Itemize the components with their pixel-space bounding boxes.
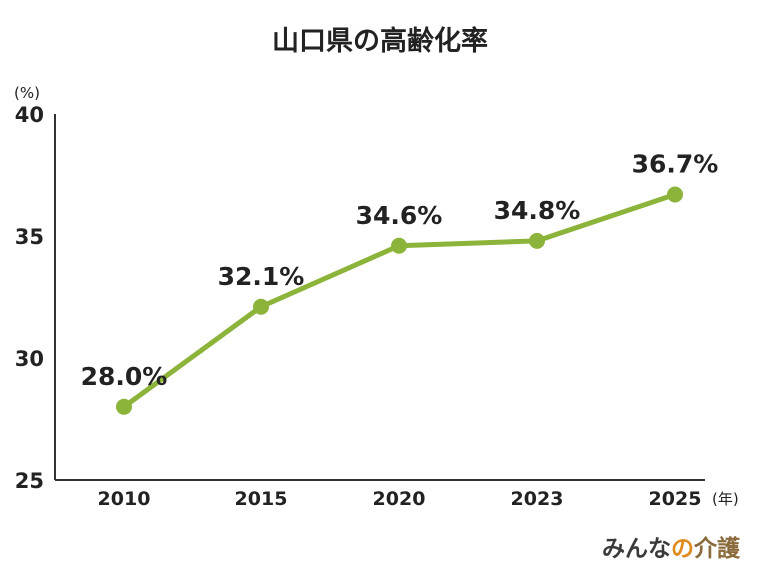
y-tick-label: 35 bbox=[15, 225, 44, 249]
brand-logo-text-2: の bbox=[671, 536, 694, 562]
data-point bbox=[529, 232, 545, 249]
brand-logo-text-1: みんな bbox=[602, 536, 671, 562]
x-tick-label: 2025 bbox=[649, 488, 702, 510]
x-tick-label: 2015 bbox=[235, 488, 288, 510]
x-tick-label: 2023 bbox=[511, 488, 564, 510]
data-label: 34.6% bbox=[356, 201, 443, 230]
y-tick-label: 30 bbox=[15, 347, 44, 371]
data-point bbox=[116, 398, 132, 415]
data-label: 32.1% bbox=[218, 262, 305, 291]
data-label: 28.0% bbox=[81, 362, 168, 391]
x-tick-label: 2010 bbox=[98, 488, 151, 510]
data-labels: 28.0% 32.1% 34.6% 34.8% 36.7% bbox=[81, 150, 719, 391]
data-points bbox=[116, 186, 683, 415]
data-label: 36.7% bbox=[632, 150, 719, 179]
data-point bbox=[253, 298, 269, 315]
data-label: 34.8% bbox=[494, 196, 581, 225]
y-tick-label: 40 bbox=[15, 103, 44, 127]
y-axis-ticks: 25 30 35 40 bbox=[15, 103, 44, 493]
data-point bbox=[391, 237, 407, 254]
brand-logo-text-3: 介護 bbox=[693, 535, 741, 562]
chart-title: 山口県の高齢化率 bbox=[272, 25, 488, 57]
x-axis-ticks: 2010 2015 2020 2023 2025 bbox=[98, 488, 702, 510]
brand-logo: みんなの介護 bbox=[602, 535, 741, 562]
x-axis-unit-label: (年) bbox=[712, 490, 739, 508]
y-tick-label: 25 bbox=[15, 469, 44, 493]
y-axis-unit-label: (%) bbox=[14, 84, 40, 102]
x-tick-label: 2020 bbox=[373, 488, 426, 510]
data-point bbox=[667, 186, 683, 203]
